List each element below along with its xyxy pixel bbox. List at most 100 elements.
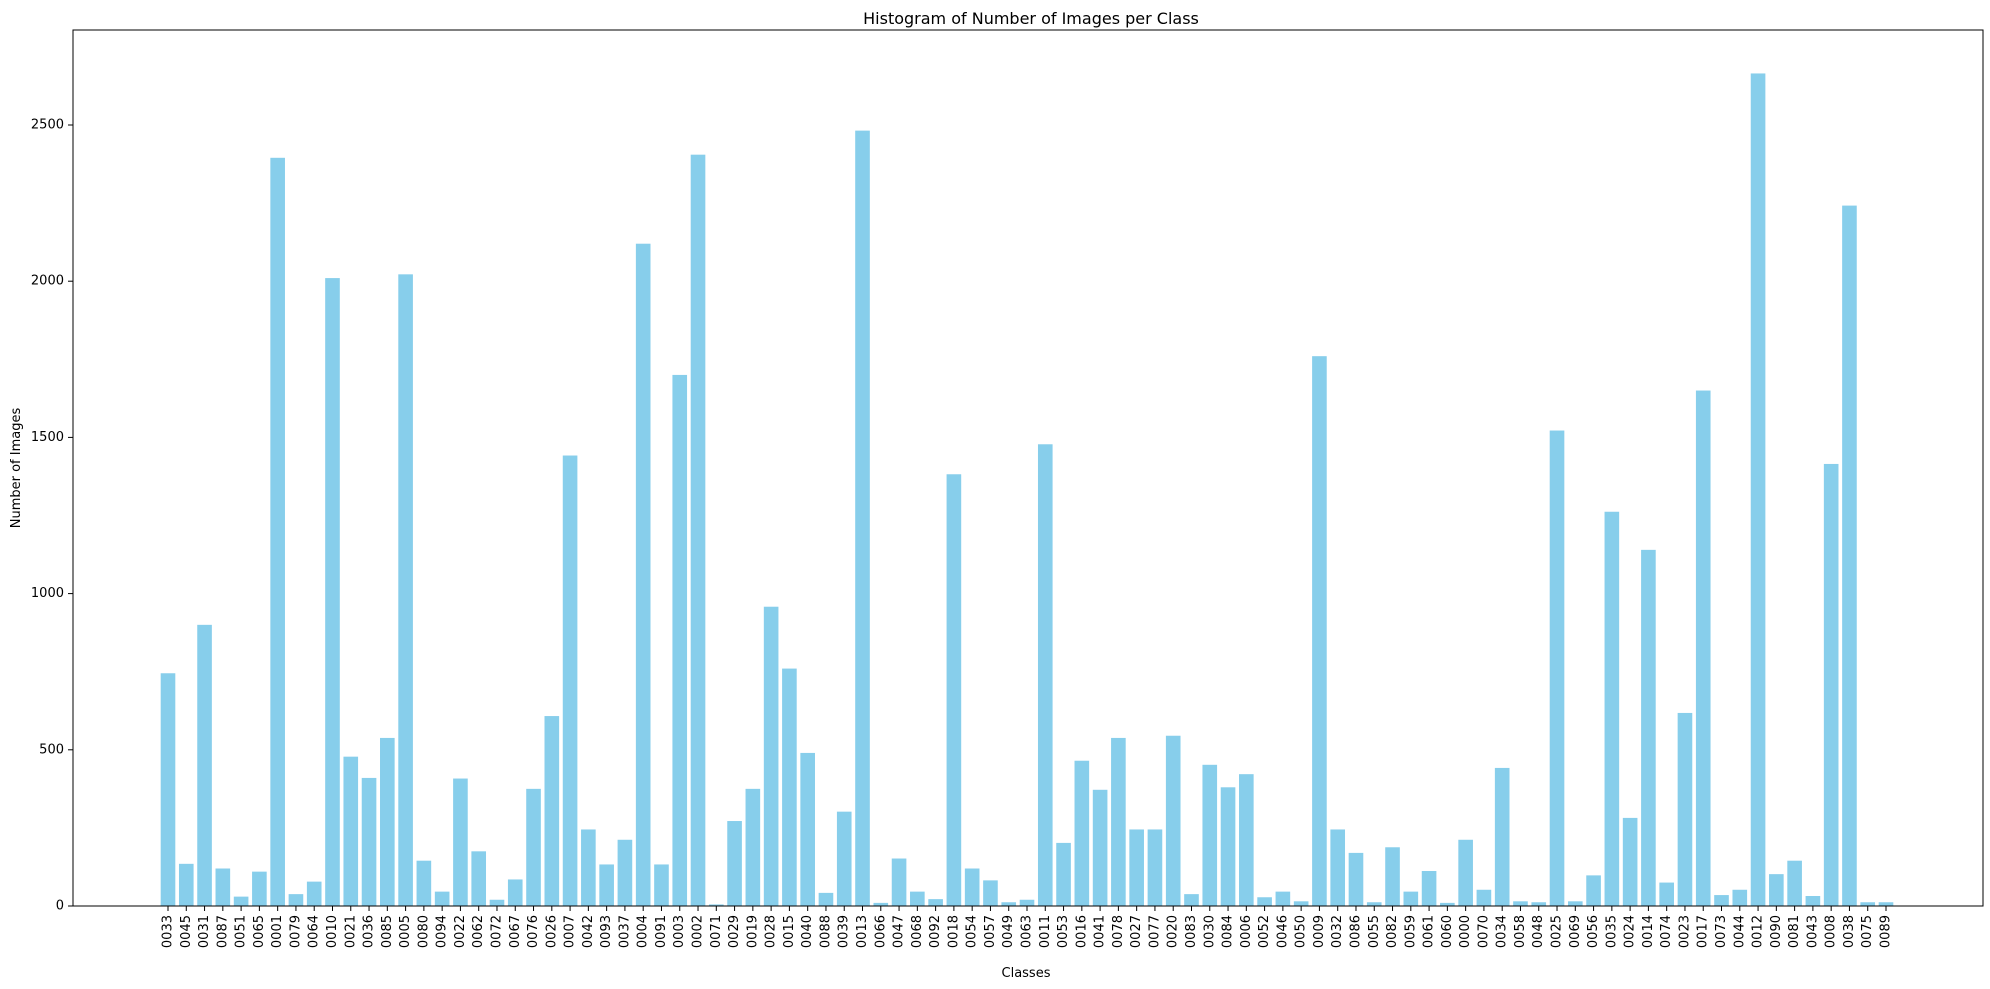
x-tick-label-0044: 0044 [1732,915,1747,948]
x-tick-label-0014: 0014 [1641,915,1656,948]
bar-0022 [453,778,468,906]
bar-0038 [1842,205,1857,907]
bar-0092 [928,899,943,906]
bar-0087 [215,868,231,906]
x-tick-label-0004: 0004 [636,915,651,948]
bar-0005 [398,274,413,907]
bar-0003 [672,374,688,906]
x-tick-label-0059: 0059 [1403,915,1418,948]
bar-0004 [635,243,651,906]
bar-0081 [1787,860,1802,906]
x-tick-label-0093: 0093 [599,915,614,948]
x-tick-label-0030: 0030 [1202,915,1217,948]
bar-0057 [983,880,998,906]
bar-0086 [1348,852,1364,906]
x-tick-label-0012: 0012 [1751,915,1766,948]
bar-0063 [1019,899,1035,906]
bar-0051 [233,896,249,906]
bar-0007 [562,455,578,906]
x-tick-label-0069: 0069 [1568,915,1583,948]
x-tick-label-0029: 0029 [727,915,742,948]
bar-0000 [1458,839,1473,906]
x-tick-label-0087: 0087 [215,915,230,948]
x-tick-label-0088: 0088 [818,915,833,948]
x-tick-label-0018: 0018 [946,915,961,948]
bar-0072 [489,899,505,906]
bar-0085 [380,737,395,906]
bar-0031 [197,624,212,906]
bar-0001 [270,157,285,907]
bar-0043 [1805,896,1821,906]
x-tick-label-0084: 0084 [1221,915,1236,948]
x-tick-label-0022: 0022 [453,915,468,948]
chart-title: Histogram of Number of Images per Class [863,9,1199,28]
bar-0062 [471,851,487,906]
bar-0011 [1037,444,1053,906]
bar-0071 [708,904,724,906]
x-axis-label: Classes [1002,966,1051,981]
x-tick-label-0085: 0085 [380,915,395,948]
bar-0064 [306,881,322,906]
x-tick-label-0061: 0061 [1422,915,1437,948]
x-tick-label-0041: 0041 [1093,915,1108,948]
x-tick-label-0013: 0013 [855,915,870,948]
x-tick-label-0094: 0094 [435,915,450,948]
bar-0076 [526,788,541,906]
x-tick-label-0021: 0021 [343,915,358,948]
bar-0002 [690,154,706,906]
x-tick-label-0090: 0090 [1769,915,1784,948]
x-tick-label-0025: 0025 [1550,915,1565,948]
x-tick-label-0035: 0035 [1604,915,1619,948]
bar-0083 [1184,894,1199,906]
bar-0080 [416,860,432,906]
x-tick-label-0020: 0020 [1166,915,1181,948]
bar-0027 [1129,829,1144,906]
y-tick-label-1000: 1000 [31,586,64,601]
bar-0045 [178,863,194,906]
x-tick-label-0007: 0007 [563,915,578,948]
x-tick-label-0032: 0032 [1330,915,1345,948]
x-tick-label-0055: 0055 [1367,915,1382,948]
bar-0015 [782,668,797,906]
x-tick-label-0038: 0038 [1842,915,1857,948]
bar-0060 [1440,902,1455,906]
x-tick-label-0083: 0083 [1184,915,1199,948]
x-tick-label-0073: 0073 [1714,915,1729,948]
x-tick-label-0076: 0076 [526,915,541,948]
x-tick-label-0016: 0016 [1074,915,1089,948]
x-tick-label-0057: 0057 [983,915,998,948]
x-tick-label-0002: 0002 [691,915,706,948]
x-tick-label-0050: 0050 [1294,915,1309,948]
bar-0077 [1147,829,1163,906]
bar-0067 [507,879,523,906]
bar-0069 [1567,901,1583,906]
bar-0093 [599,864,614,906]
x-tick-label-0049: 0049 [1001,915,1016,948]
x-tick-label-0075: 0075 [1860,915,1875,948]
bar-0033 [160,673,176,906]
bar-0035 [1604,511,1620,906]
x-tick-label-0067: 0067 [508,915,523,948]
bar-0090 [1769,874,1784,906]
x-tick-label-0011: 0011 [1038,915,1053,948]
bar-0061 [1421,871,1437,906]
x-tick-label-0001: 0001 [270,915,285,948]
bar-0044 [1732,889,1748,906]
bar-0039 [836,811,852,906]
x-tick-label-0010: 0010 [325,915,340,948]
x-tick-label-0006: 0006 [1239,915,1254,948]
x-tick-label-0072: 0072 [489,915,504,948]
bar-0042 [581,829,596,906]
x-tick-label-0054: 0054 [965,915,980,948]
y-axis: 0 500 1000 1500 2000 2500 [31,118,73,914]
x-tick-label-0008: 0008 [1824,915,1839,948]
x-tick-label-0047: 0047 [892,915,907,948]
x-tick-label-0060: 0060 [1440,915,1455,948]
bar-0036 [361,777,377,906]
bar-0014 [1641,549,1656,906]
x-tick-label-0045: 0045 [179,915,194,948]
y-tick-label-500: 500 [39,742,64,757]
x-tick-label-0062: 0062 [471,915,486,948]
bar-0019 [745,788,761,906]
bar-0066 [873,902,889,906]
